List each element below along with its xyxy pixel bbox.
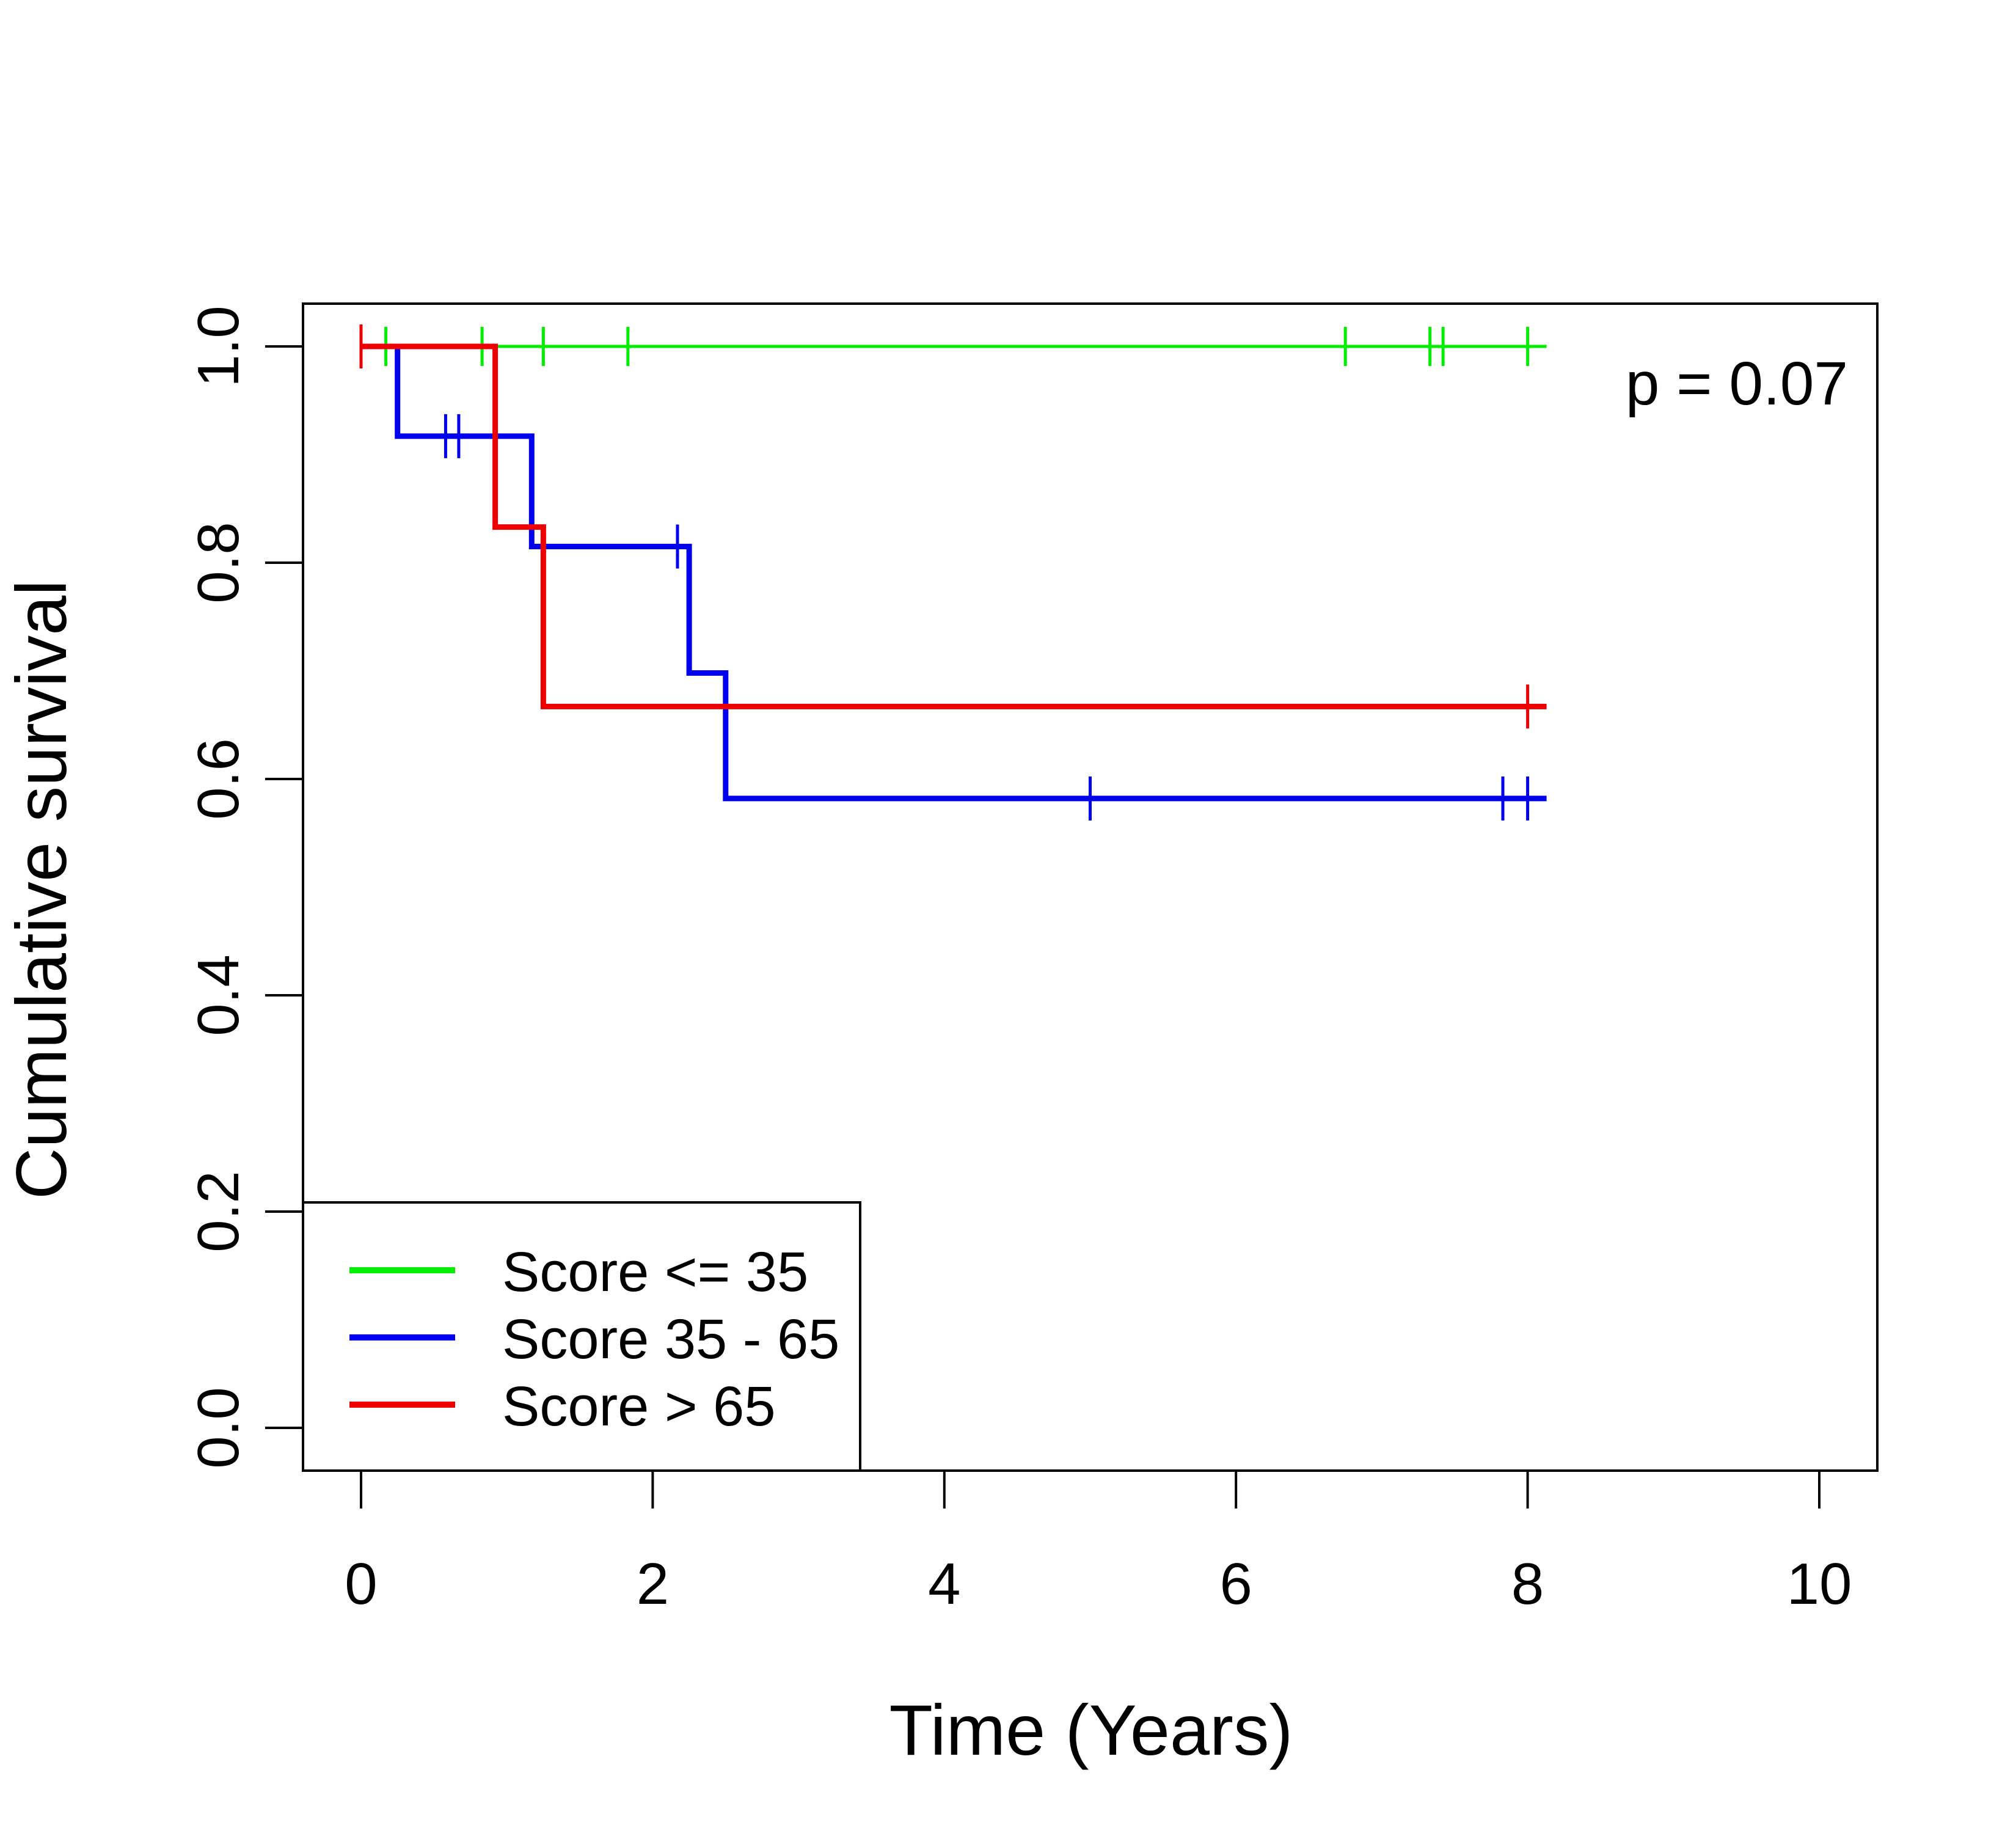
axes: 0 2 4 6 8 10 0.0 0.2 0.4 0.6 0.8 1.0 — [186, 302, 1879, 1617]
series-line-3 — [361, 343, 1547, 709]
p-value-annotation: p = 0.07 — [1626, 349, 1848, 418]
x-axis-label: Time (Years) — [889, 1690, 1293, 1770]
y-tick-label: 0.2 — [186, 1171, 251, 1252]
y-tick-label: 0.8 — [186, 522, 251, 603]
x-tick-label: 2 — [637, 1551, 669, 1617]
x-tick-label: 8 — [1511, 1551, 1544, 1617]
y-axis-label: Cumulative survival — [1, 580, 81, 1199]
x-tick-label: 10 — [1787, 1551, 1852, 1617]
series-line-2 — [361, 343, 1547, 802]
legend-label-1: Score <= 35 — [502, 1241, 808, 1303]
y-tick-label: 0.6 — [186, 738, 251, 819]
legend-label-2: Score 35 - 65 — [502, 1308, 839, 1370]
series-group — [359, 324, 1547, 821]
legend-label-3: Score > 65 — [502, 1375, 776, 1438]
y-tick-label: 0.4 — [186, 954, 251, 1036]
x-tick-label: 0 — [345, 1551, 377, 1617]
x-tick-label: 4 — [928, 1551, 960, 1617]
y-tick-label: 0.0 — [186, 1387, 251, 1468]
y-tick-label: 1.0 — [186, 305, 251, 387]
x-tick-label: 6 — [1220, 1551, 1252, 1617]
